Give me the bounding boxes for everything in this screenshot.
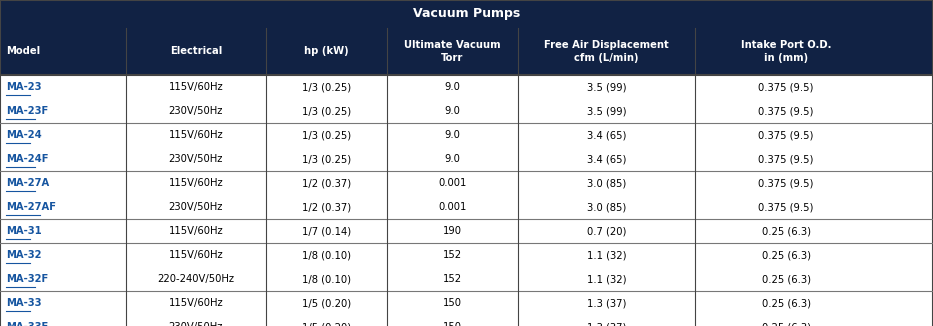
Text: 1.3 (37): 1.3 (37) xyxy=(587,322,626,326)
Text: 0.001: 0.001 xyxy=(439,178,466,188)
Text: hp (kW): hp (kW) xyxy=(304,47,349,56)
Text: 1.1 (32): 1.1 (32) xyxy=(587,250,626,260)
Text: 1/3 (0.25): 1/3 (0.25) xyxy=(302,130,351,140)
Bar xyxy=(0,171,933,219)
Text: 0.375 (9.5): 0.375 (9.5) xyxy=(759,154,814,164)
Text: 9.0: 9.0 xyxy=(444,154,461,164)
Text: MA-24F: MA-24F xyxy=(6,154,49,164)
Text: MA-27AF: MA-27AF xyxy=(6,202,56,212)
Text: 115V/60Hz: 115V/60Hz xyxy=(169,298,223,308)
Text: 1.1 (32): 1.1 (32) xyxy=(587,274,626,284)
Text: 0.375 (9.5): 0.375 (9.5) xyxy=(759,82,814,92)
Text: 3.5 (99): 3.5 (99) xyxy=(587,82,626,92)
Text: 0.375 (9.5): 0.375 (9.5) xyxy=(759,130,814,140)
Text: MA-24: MA-24 xyxy=(6,130,42,140)
Text: 152: 152 xyxy=(443,250,462,260)
Text: Electrical: Electrical xyxy=(170,47,222,56)
Text: 1/3 (0.25): 1/3 (0.25) xyxy=(302,82,351,92)
Text: 1/3 (0.25): 1/3 (0.25) xyxy=(302,154,351,164)
Text: 3.0 (85): 3.0 (85) xyxy=(587,178,626,188)
Text: 0.375 (9.5): 0.375 (9.5) xyxy=(759,178,814,188)
Text: 0.25 (6.3): 0.25 (6.3) xyxy=(761,322,811,326)
Text: 0.375 (9.5): 0.375 (9.5) xyxy=(759,106,814,116)
Text: 1/5 (0.20): 1/5 (0.20) xyxy=(302,322,351,326)
Text: 230V/50Hz: 230V/50Hz xyxy=(169,106,223,116)
Text: 0.25 (6.3): 0.25 (6.3) xyxy=(761,274,811,284)
Text: 3.4 (65): 3.4 (65) xyxy=(587,154,626,164)
Bar xyxy=(0,123,933,171)
Text: 1/5 (0.20): 1/5 (0.20) xyxy=(302,298,351,308)
Text: 1/7 (0.14): 1/7 (0.14) xyxy=(302,226,351,236)
Text: Ultimate Vacuum
Torr: Ultimate Vacuum Torr xyxy=(404,40,501,63)
Text: 1/3 (0.25): 1/3 (0.25) xyxy=(302,106,351,116)
Text: 220-240V/50Hz: 220-240V/50Hz xyxy=(158,274,234,284)
Text: 115V/60Hz: 115V/60Hz xyxy=(169,226,223,236)
Text: 0.001: 0.001 xyxy=(439,202,466,212)
Text: MA-33: MA-33 xyxy=(6,298,41,308)
Text: 115V/60Hz: 115V/60Hz xyxy=(169,178,223,188)
Bar xyxy=(0,243,933,291)
Text: 230V/50Hz: 230V/50Hz xyxy=(169,154,223,164)
Text: MA-32: MA-32 xyxy=(6,250,41,260)
Text: MA-23: MA-23 xyxy=(6,82,41,92)
Text: 3.4 (65): 3.4 (65) xyxy=(587,130,626,140)
Text: 1/8 (0.10): 1/8 (0.10) xyxy=(302,274,351,284)
Text: Free Air Displacement
cfm (L/min): Free Air Displacement cfm (L/min) xyxy=(544,40,669,63)
Text: 1.3 (37): 1.3 (37) xyxy=(587,298,626,308)
Bar xyxy=(0,28,933,75)
Text: 0.25 (6.3): 0.25 (6.3) xyxy=(761,226,811,236)
Text: 9.0: 9.0 xyxy=(444,82,461,92)
Text: 1/2 (0.37): 1/2 (0.37) xyxy=(302,202,351,212)
Text: MA-32F: MA-32F xyxy=(6,274,49,284)
Text: Intake Port O.D.
in (mm): Intake Port O.D. in (mm) xyxy=(741,40,831,63)
Text: 0.25 (6.3): 0.25 (6.3) xyxy=(761,250,811,260)
Text: Model: Model xyxy=(6,47,40,56)
Text: 150: 150 xyxy=(443,322,462,326)
Text: 230V/50Hz: 230V/50Hz xyxy=(169,202,223,212)
Bar xyxy=(0,291,933,326)
Text: Vacuum Pumps: Vacuum Pumps xyxy=(413,7,520,21)
Text: 0.7 (20): 0.7 (20) xyxy=(587,226,626,236)
Text: 0.25 (6.3): 0.25 (6.3) xyxy=(761,298,811,308)
Text: 150: 150 xyxy=(443,298,462,308)
Text: 115V/60Hz: 115V/60Hz xyxy=(169,130,223,140)
Text: 115V/60Hz: 115V/60Hz xyxy=(169,82,223,92)
Text: 3.0 (85): 3.0 (85) xyxy=(587,202,626,212)
Text: 230V/50Hz: 230V/50Hz xyxy=(169,322,223,326)
Text: 152: 152 xyxy=(443,274,462,284)
Text: 9.0: 9.0 xyxy=(444,130,461,140)
Text: 0.375 (9.5): 0.375 (9.5) xyxy=(759,202,814,212)
Text: 190: 190 xyxy=(443,226,462,236)
Text: 3.5 (99): 3.5 (99) xyxy=(587,106,626,116)
Text: 9.0: 9.0 xyxy=(444,106,461,116)
Text: MA-33F: MA-33F xyxy=(6,322,49,326)
Bar xyxy=(0,219,933,243)
Text: 1/2 (0.37): 1/2 (0.37) xyxy=(302,178,351,188)
Text: 115V/60Hz: 115V/60Hz xyxy=(169,250,223,260)
Text: MA-31: MA-31 xyxy=(6,226,42,236)
Bar xyxy=(0,0,933,28)
Text: MA-27A: MA-27A xyxy=(6,178,49,188)
Bar xyxy=(0,75,933,123)
Text: 1/8 (0.10): 1/8 (0.10) xyxy=(302,250,351,260)
Text: MA-23F: MA-23F xyxy=(6,106,49,116)
